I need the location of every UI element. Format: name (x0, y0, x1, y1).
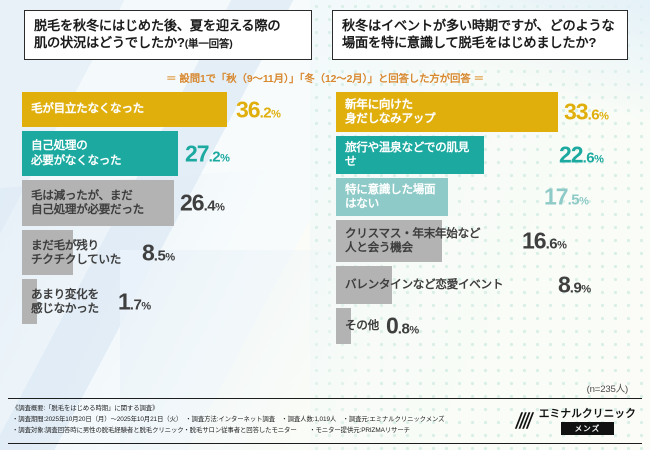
bar-segment (336, 220, 442, 262)
left-question-line1: 脱毛を秋冬にはじめた後、夏を迎える際の (34, 18, 281, 33)
bar-segment: 特に意識した場面はない (336, 178, 448, 216)
bar-label: 特に意識した場面はない (345, 182, 436, 210)
left-question-note: (単一回答) (184, 38, 233, 51)
bar-segment: 毛が目立たなくなった (22, 92, 227, 127)
bar-label: 自己処理の 必要がなくなった (31, 139, 122, 167)
bar-segment (336, 308, 351, 344)
chart-row: 毛は減ったが、まだ 自己処理が必要だった 26.4% (22, 180, 322, 226)
bar-segment: 旅行や温泉などでの肌見せ (336, 136, 484, 174)
bar-segment (22, 279, 37, 324)
bar-label: まだ毛が残り チクチクしていた (31, 238, 122, 266)
bar-value: 0.8% (386, 312, 419, 339)
bar-segment: 新年に向けた 身だしなみアップ (336, 92, 558, 132)
brand-logo: エミナルクリニック メンズ (513, 406, 636, 435)
bar-value: 26.4% (180, 189, 225, 216)
right-question-line2: 場面を特に意識して脱毛をはじめましたか? (342, 35, 597, 51)
chart-row: 旅行や温泉などでの肌見せ 22.6% (336, 136, 636, 174)
bar-segment: 毛は減ったが、まだ 自己処理が必要だった (22, 180, 174, 226)
right-bar-chart: 新年に向けた 身だしなみアップ 33.6% 旅行や温泉などでの肌見せ 22.6%… (336, 92, 636, 348)
chart-row: その他 0.8% (336, 308, 636, 344)
survey-summary-line2: ・調査期間:2025年10月20日（月）〜2025年10月21日（火） ・調査方… (12, 416, 445, 424)
bar-segment (336, 266, 392, 304)
sample-size-label: (n=235人) (586, 384, 629, 395)
chart-row: バレンタインなど恋愛イベント 8.9% (336, 266, 636, 304)
logo-stripes-icon (514, 412, 534, 429)
bar-value: 36.2% (236, 96, 281, 122)
bar-value: 33.6% (564, 98, 609, 125)
bar-value: 8.9% (558, 271, 591, 298)
logo-name: エミナルクリニック (538, 408, 636, 420)
bar-label: クリスマス・年末年始など 人と会う機会 (345, 226, 481, 254)
left-question-line2: 肌の状況はどうでしたか?(単一回答) (34, 35, 233, 51)
left-question-header: 脱毛を秋冬にはじめた後、夏を迎える際の 肌の状況はどうでしたか?(単一回答) (24, 10, 312, 61)
bar-segment (22, 230, 73, 275)
bar-value: 22.6% (559, 141, 604, 168)
subnote-eq-right: ＝ (473, 74, 484, 85)
survey-summary: 《調査概要:「脱毛をはじめる時期」に関する調査》 ・調査期間:2025年10月2… (12, 403, 512, 436)
subnote-text: 設問1で「秋（9〜11月）」「冬（12〜2月）」と回答した方が回答 (179, 74, 471, 85)
bar-label: その他 (345, 318, 379, 332)
filter-subnote: ＝設問1で「秋（9〜11月）」「冬（12〜2月）」と回答した方が回答＝ (0, 70, 650, 85)
bar-value: 17.5% (544, 183, 589, 210)
chart-row: まだ毛が残り チクチクしていた 8.5% (22, 230, 322, 275)
left-bar-chart: 毛が目立たなくなった 36.2% 自己処理の 必要がなくなった 27.2% 毛は… (22, 92, 322, 328)
right-question-line1: 秋冬はイベントが多い時期ですが、どのような (342, 18, 615, 33)
bar-label: 旅行や温泉などでの肌見せ (345, 140, 470, 168)
survey-summary-line3: ・調査対象:調査回答時に男性の脱毛経験者と脱毛クリニック・脱毛サロン従事者と回答… (12, 427, 410, 435)
bar-value: 27.2% (185, 140, 230, 166)
survey-summary-line1: 《調査概要:「脱毛をはじめる時期」に関する調査》 (12, 405, 159, 412)
bar-label: あまり変化を 感じなかった (31, 287, 99, 315)
chart-row: 自己処理の 必要がなくなった 27.2% (22, 131, 322, 176)
bar-label: バレンタインなど恋愛イベント (345, 277, 504, 291)
subnote-eq-left: ＝ (166, 74, 177, 85)
chart-row: あまり変化を 感じなかった 1.7% (22, 279, 322, 324)
bar-segment: 自己処理の 必要がなくなった (22, 131, 178, 176)
bar-label: 毛は減ったが、まだ 自己処理が必要だった (31, 188, 144, 216)
bar-label: 新年に向けた 身だしなみアップ (345, 97, 436, 125)
logo-text-block: エミナルクリニック メンズ (539, 406, 636, 435)
logo-badge: メンズ (560, 422, 615, 435)
bar-value: 16.6% (522, 227, 567, 254)
chart-row: 特に意識した場面はない 17.5% (336, 178, 636, 216)
bar-value: 1.7% (118, 288, 151, 314)
bar-label: 毛が目立たなくなった (31, 102, 144, 116)
footer-divider-top (8, 398, 642, 399)
bar-value: 8.5% (142, 239, 175, 265)
chart-row: 毛が目立たなくなった 36.2% (22, 92, 322, 127)
chart-row: クリスマス・年末年始など 人と会う機会 16.6% (336, 220, 636, 262)
right-question-header: 秋冬はイベントが多い時期ですが、どのような 場面を特に意識して脱毛をはじめました… (332, 10, 628, 60)
footer-divider-bottom (8, 443, 642, 444)
chart-row: 新年に向けた 身だしなみアップ 33.6% (336, 92, 636, 132)
